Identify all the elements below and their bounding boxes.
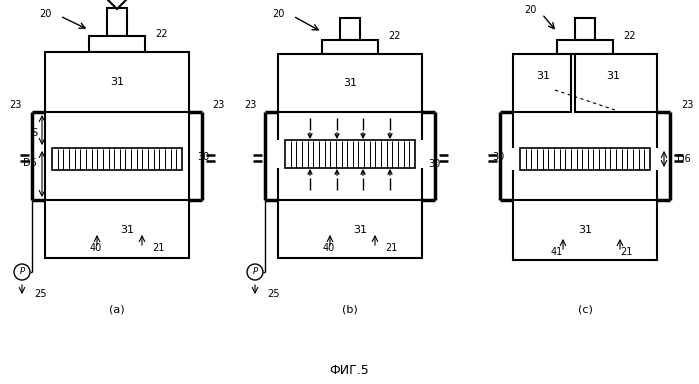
Bar (278, 54, 422, 112)
Text: 20: 20 (273, 9, 285, 19)
Text: 22: 22 (388, 31, 401, 41)
Text: 31: 31 (536, 71, 550, 81)
Bar (89, 36, 145, 52)
Text: 31: 31 (578, 225, 592, 235)
Bar (557, 40, 613, 54)
Text: 20: 20 (40, 9, 52, 19)
Text: 25: 25 (34, 289, 47, 299)
Text: ФИГ.5: ФИГ.5 (329, 364, 369, 376)
Bar (340, 18, 360, 40)
Text: 31: 31 (120, 225, 134, 235)
Text: 25: 25 (267, 289, 280, 299)
Bar (278, 200, 422, 258)
Text: 22: 22 (155, 29, 168, 39)
Text: 30: 30 (428, 159, 440, 169)
Bar (322, 40, 378, 54)
Text: P: P (252, 268, 257, 276)
Text: 21: 21 (620, 247, 633, 257)
Bar (575, 18, 595, 40)
Text: 23: 23 (10, 100, 22, 110)
Bar (513, 200, 657, 260)
Bar (45, 52, 189, 112)
Text: 30: 30 (493, 152, 505, 162)
Text: 40: 40 (89, 243, 102, 253)
Text: 23: 23 (212, 100, 224, 110)
Text: 20: 20 (525, 5, 537, 15)
Text: D6: D6 (677, 154, 691, 164)
Bar (285, 140, 415, 168)
Bar (52, 148, 182, 170)
Bar (575, 54, 657, 112)
Text: 31: 31 (353, 225, 367, 235)
Text: 23: 23 (681, 100, 693, 110)
Text: 22: 22 (623, 31, 635, 41)
Text: S: S (31, 128, 37, 138)
Text: P: P (20, 268, 24, 276)
Text: 31: 31 (343, 78, 357, 88)
Polygon shape (103, 0, 131, 9)
Text: 23: 23 (245, 100, 257, 110)
Bar (45, 200, 189, 258)
Text: 41: 41 (551, 247, 563, 257)
Text: 21: 21 (152, 243, 164, 253)
Text: 40: 40 (323, 243, 335, 253)
Text: (b): (b) (342, 305, 358, 315)
Text: 31: 31 (606, 71, 620, 81)
Text: 31: 31 (110, 77, 124, 87)
Text: D5: D5 (23, 158, 37, 168)
Bar (107, 8, 127, 36)
Bar (520, 148, 650, 170)
Text: (a): (a) (109, 305, 125, 315)
Text: (c): (c) (577, 305, 593, 315)
Text: 21: 21 (385, 243, 397, 253)
Bar (513, 54, 571, 112)
Text: 30: 30 (197, 152, 209, 162)
